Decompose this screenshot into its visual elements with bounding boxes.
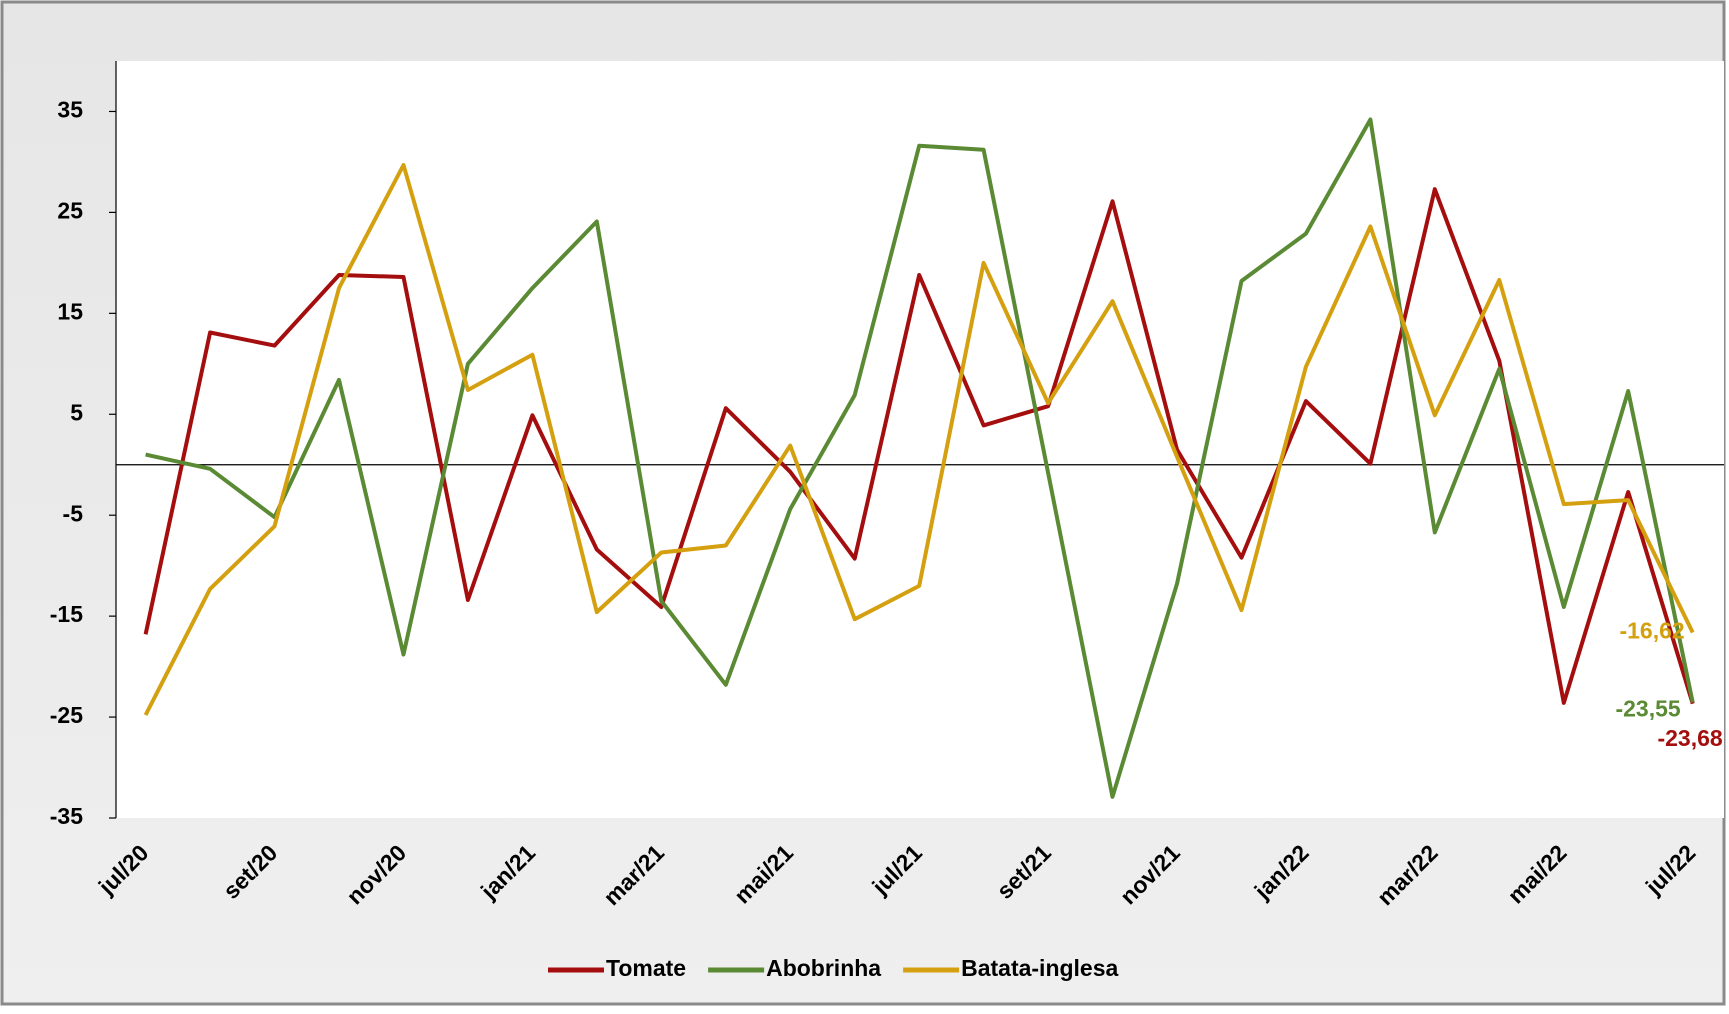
- y-tick-label: 35: [57, 97, 83, 123]
- y-tick-label: -5: [63, 500, 84, 526]
- series-line: [145, 117, 1695, 799]
- data-label: -23,68: [1657, 725, 1722, 751]
- legend-label: Abobrinha: [766, 955, 881, 981]
- y-tick-label: 25: [57, 197, 83, 223]
- y-tick-label: -35: [50, 803, 83, 829]
- series-line: [143, 163, 1695, 716]
- series-line: [143, 187, 1695, 705]
- plot-area: [116, 61, 1724, 818]
- y-tick-label: 15: [57, 298, 83, 324]
- data-label: -23,55: [1615, 696, 1680, 722]
- y-tick-label: 5: [70, 399, 83, 425]
- legend-label: Batata-inglesa: [961, 955, 1118, 981]
- y-tick-label: -15: [50, 601, 83, 627]
- data-label: -16,62: [1619, 618, 1684, 644]
- y-tick-label: -25: [50, 702, 83, 728]
- legend-label: Tomate: [606, 955, 686, 981]
